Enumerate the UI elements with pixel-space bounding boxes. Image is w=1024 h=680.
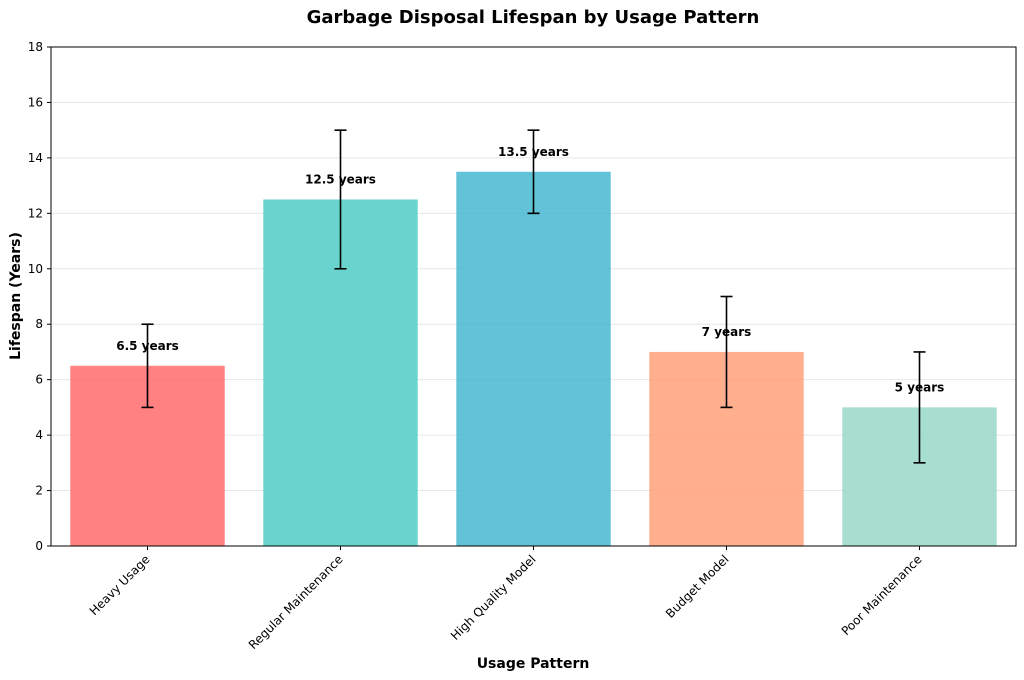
- y-tick-label: 4: [35, 428, 43, 442]
- data-label: 12.5 years: [305, 172, 376, 186]
- data-label: 13.5 years: [498, 145, 569, 159]
- y-axis-ticks: 0 2 4 6 8 10 12 14 16 18: [28, 40, 51, 553]
- x-axis-ticks: Heavy Usage Regular Maintenance High Quali…: [87, 546, 925, 652]
- data-label: 5 years: [895, 380, 945, 394]
- data-label: 7 years: [702, 325, 752, 339]
- y-tick-label: 8: [35, 317, 43, 331]
- x-tick-label: Heavy Usage: [87, 552, 153, 618]
- y-tick-label: 0: [35, 539, 43, 553]
- y-tick-label: 18: [28, 40, 43, 54]
- y-tick-label: 6: [35, 373, 43, 387]
- x-tick-label: High Quality Model: [448, 552, 539, 643]
- y-tick-label: 16: [28, 95, 43, 109]
- y-axis-label: Lifespan (Years): [8, 232, 24, 360]
- x-axis-label: Usage Pattern: [477, 656, 590, 672]
- y-tick-label: 2: [35, 484, 43, 498]
- bar: [456, 171, 611, 546]
- data-labels: 6.5 years 12.5 years 13.5 years 7 years 5 ye…: [116, 145, 944, 395]
- y-tick-label: 12: [28, 206, 43, 220]
- y-tick-label: 14: [28, 151, 43, 165]
- x-tick-label: Regular Maintenance: [246, 552, 346, 652]
- data-label: 6.5 years: [116, 339, 179, 353]
- error-bars: [141, 129, 926, 464]
- bars: [70, 171, 997, 546]
- chart-title: Garbage Disposal Lifespan by Usage Patte…: [307, 7, 760, 28]
- x-tick-label: Budget Model: [663, 552, 732, 621]
- x-tick-label: Poor Maintenance: [839, 552, 925, 638]
- y-tick-label: 10: [28, 262, 43, 276]
